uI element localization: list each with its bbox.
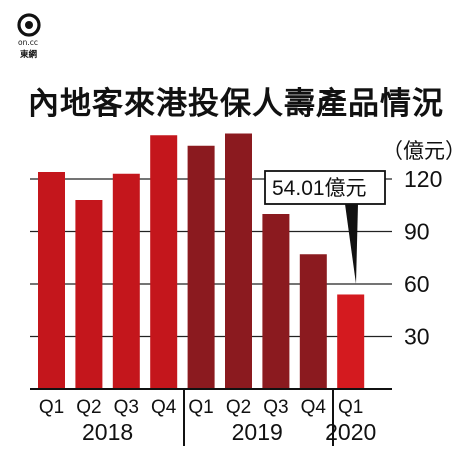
bar-3 [150, 135, 178, 389]
bar-6 [262, 214, 290, 389]
logo-brand-text: on.cc [18, 38, 38, 47]
x-tick-label: Q2 [76, 397, 101, 418]
logo-dot-icon [25, 21, 33, 29]
y-axis-ticks: 30 60 90 120 [404, 166, 442, 350]
x-tick-label: Q2 [226, 397, 251, 418]
year-label: 2018 [82, 419, 133, 445]
oncc-logo: on.cc 東網 [17, 13, 41, 60]
x-tick-label: Q4 [151, 397, 177, 418]
bar-8 [337, 294, 365, 389]
bar-7 [299, 254, 327, 389]
x-tick-label: Q1 [338, 397, 363, 418]
y-tick-label: 60 [404, 271, 430, 297]
x-axis-ticks: Q1 Q2 Q3 Q4 Q1 Q2 Q3 Q4 Q1 [39, 397, 364, 418]
y-tick-label: 90 [404, 219, 430, 245]
x-tick-label: Q3 [114, 397, 139, 418]
bar-5 [225, 133, 252, 389]
y-axis-unit: （億元） [382, 139, 466, 163]
x-tick-label: Q1 [188, 397, 213, 418]
value-callout: 54.01億元 [264, 170, 386, 284]
bar-4 [187, 145, 215, 389]
callout-box [264, 170, 386, 205]
callout-pointer-icon [345, 204, 358, 284]
x-tick-label: Q1 [39, 397, 64, 418]
bars [38, 133, 365, 389]
x-tick-label: Q4 [301, 397, 327, 418]
bar-1 [75, 200, 103, 389]
y-tick-label: 120 [404, 166, 442, 192]
bar-2 [112, 173, 140, 389]
year-label: 2019 [232, 419, 283, 445]
callout-text: 54.01億元 [272, 177, 367, 200]
bar-0 [38, 172, 65, 389]
logo-ring-icon [17, 13, 41, 37]
chart-title: 內地客來港投保人壽產品情況 [28, 86, 444, 122]
y-tick-label: 30 [404, 324, 430, 350]
logo-name: 東網 [20, 49, 38, 60]
x-tick-label: Q3 [263, 397, 288, 418]
